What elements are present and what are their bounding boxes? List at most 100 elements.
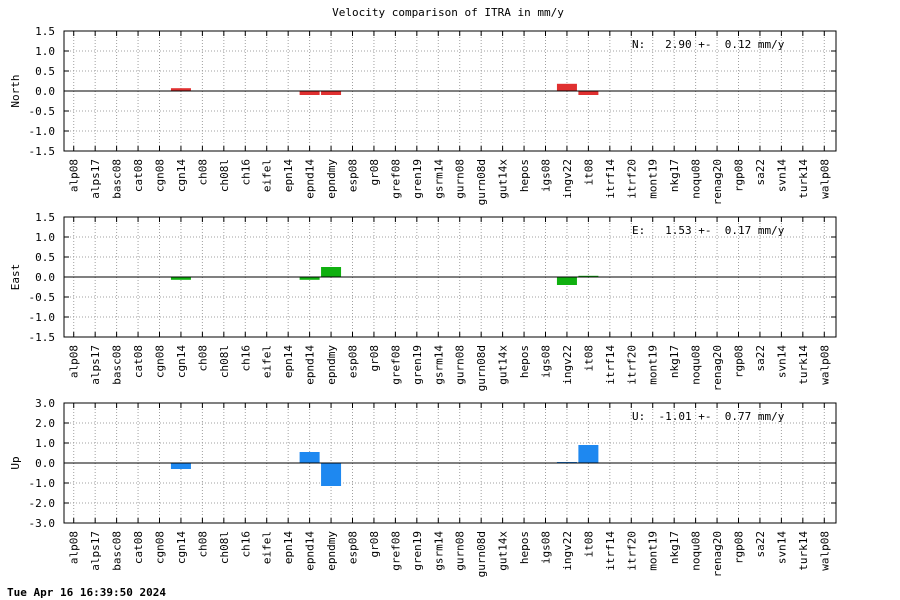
x-tick-label: itrf20 — [625, 531, 638, 571]
x-tick-label: svn14 — [775, 159, 788, 192]
y-tick-label: 1.0 — [35, 437, 55, 450]
x-tick-label: noqu08 — [690, 159, 703, 199]
x-tick-label: gurn08 — [454, 345, 467, 385]
x-tick-label: cgn08 — [154, 159, 167, 192]
x-tick-label: ch08l — [218, 159, 231, 192]
x-tick-label: alps17 — [89, 531, 102, 571]
x-tick-label: itrf20 — [625, 159, 638, 199]
x-tick-label: walp08 — [818, 345, 831, 385]
x-tick-label: rgp08 — [733, 531, 746, 564]
x-tick-label: svn14 — [775, 345, 788, 378]
x-tick-label: noqu08 — [690, 531, 703, 571]
y-tick-label: -1.0 — [29, 477, 56, 490]
x-tick-label: gsrm14 — [432, 531, 445, 571]
x-tick-label: nkg17 — [668, 159, 681, 192]
x-tick-label: epn14 — [282, 159, 295, 192]
x-tick-label: eifel — [261, 531, 274, 564]
y-tick-label: 1.0 — [35, 45, 55, 58]
x-tick-label: sa22 — [754, 531, 767, 558]
x-tick-label: alp08 — [68, 531, 81, 564]
x-tick-label: ch16 — [239, 531, 252, 558]
x-tick-label: gr08 — [368, 159, 381, 186]
y-tick-label: -2.0 — [29, 497, 56, 510]
x-tick-label: igs08 — [540, 531, 553, 564]
y-tick-label: -0.5 — [29, 291, 56, 304]
bar-cgn14 — [170, 88, 191, 91]
x-tick-label: it08 — [582, 345, 595, 372]
x-tick-label: ingv22 — [561, 531, 574, 571]
x-tick-label: svn14 — [775, 531, 788, 564]
y-tick-label: 0.0 — [35, 85, 55, 98]
x-tick-label: itrf14 — [604, 159, 617, 199]
x-tick-label: epnd14 — [304, 531, 317, 571]
y-tick-label: -1.0 — [29, 311, 56, 324]
x-tick-label: gut14x — [497, 159, 510, 199]
x-tick-label: noqu08 — [690, 345, 703, 385]
x-tick-label: it08 — [582, 159, 595, 186]
bar-cgn14 — [170, 277, 191, 280]
x-tick-label: epnd14 — [304, 159, 317, 199]
x-tick-label: gr08 — [368, 345, 381, 372]
x-tick-label: basc08 — [111, 345, 124, 385]
x-tick-label: esp08 — [347, 345, 360, 378]
stat-annotation: E: 1.53 +- 0.17 mm/y — [632, 224, 785, 237]
plot-frame — [63, 30, 837, 152]
x-tick-label: gurn08d — [475, 531, 488, 577]
bar-it08 — [578, 275, 599, 277]
y-tick-label: -1.5 — [29, 331, 56, 344]
y-tick-label: 0.0 — [35, 457, 55, 470]
x-tick-label: alps17 — [89, 159, 102, 199]
bar-epndmy — [321, 463, 342, 486]
y-tick-label: -1.5 — [29, 145, 56, 158]
stat-annotation: U: -1.01 +- 0.77 mm/y — [632, 410, 785, 423]
y-axis-label: North — [9, 74, 22, 107]
y-tick-label: 1.5 — [35, 25, 55, 38]
x-tick-label: ch08l — [218, 531, 231, 564]
x-tick-label: cat08 — [132, 345, 145, 378]
x-tick-label: ingv22 — [561, 345, 574, 385]
y-tick-label: 2.0 — [35, 417, 55, 430]
x-tick-label: mont19 — [647, 345, 660, 385]
y-tick-label: -0.5 — [29, 105, 56, 118]
x-tick-label: rgp08 — [733, 345, 746, 378]
x-tick-label: ch08 — [196, 531, 209, 558]
x-tick-label: walp08 — [818, 531, 831, 571]
x-tick-label: gurn08d — [475, 159, 488, 205]
timestamp-footer: Tue Apr 16 16:39:50 2024 — [7, 586, 166, 599]
stat-annotation: N: 2.90 +- 0.12 mm/y — [632, 38, 785, 51]
y-tick-label: 0.5 — [35, 65, 55, 78]
y-tick-label: 0.5 — [35, 251, 55, 264]
bar-it08 — [578, 91, 599, 95]
x-tick-label: hepos — [518, 531, 531, 564]
y-tick-label: 0.0 — [35, 271, 55, 284]
x-tick-label: nkg17 — [668, 531, 681, 564]
plot-frame — [63, 402, 837, 524]
x-tick-label: epn14 — [282, 531, 295, 564]
plot-frame — [63, 216, 837, 338]
x-tick-label: gut14x — [497, 345, 510, 385]
x-tick-label: turk14 — [797, 159, 810, 199]
bar-epnd14 — [299, 277, 320, 280]
x-tick-label: hepos — [518, 159, 531, 192]
x-tick-label: hepos — [518, 345, 531, 378]
bar-ingv22 — [556, 83, 577, 91]
x-tick-label: gref08 — [389, 531, 402, 571]
x-tick-label: gren19 — [411, 159, 424, 199]
x-tick-label: sa22 — [754, 159, 767, 186]
x-tick-label: gren19 — [411, 531, 424, 571]
x-tick-label: epndmy — [325, 159, 338, 199]
x-tick-label: gren19 — [411, 345, 424, 385]
x-tick-label: ch08 — [196, 159, 209, 186]
x-tick-label: gref08 — [389, 159, 402, 199]
x-tick-label: basc08 — [111, 159, 124, 199]
x-tick-label: esp08 — [347, 531, 360, 564]
y-tick-label: 1.0 — [35, 231, 55, 244]
bar-ingv22 — [556, 277, 577, 285]
x-tick-label: gr08 — [368, 531, 381, 558]
chart-title: Velocity comparison of ITRA in mm/y — [332, 6, 564, 19]
y-tick-label: 3.0 — [35, 397, 55, 410]
y-axis-label: Up — [9, 456, 22, 469]
x-tick-label: epnd14 — [304, 345, 317, 385]
x-tick-label: renag20 — [711, 159, 724, 205]
